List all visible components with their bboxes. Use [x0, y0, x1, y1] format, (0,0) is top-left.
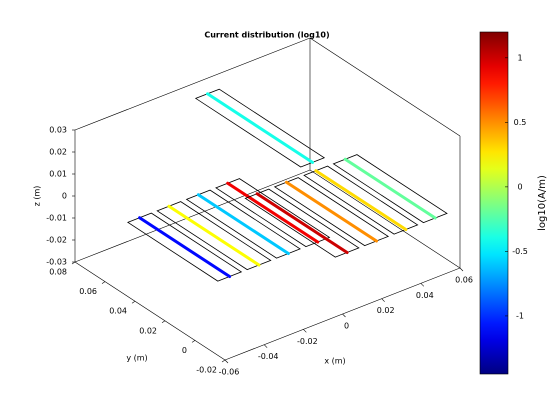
- z-tick-label: 0.03: [49, 126, 67, 135]
- x-tick: [420, 283, 425, 287]
- y-tick-label: -0.02: [196, 366, 217, 375]
- element-outline: [156, 201, 272, 271]
- x-axis-label: x (m): [324, 357, 345, 366]
- x-tick: [342, 313, 346, 318]
- z-tick-label: -0.01: [46, 214, 67, 223]
- y-tick: [221, 359, 226, 363]
- element-current: [284, 180, 378, 243]
- element-outline: [185, 189, 301, 259]
- element-outline: [215, 178, 331, 248]
- element-current: [206, 92, 314, 164]
- x-tick-label: 0.02: [377, 306, 395, 315]
- x-tick-label: 0: [344, 322, 349, 331]
- x-tick: [224, 359, 229, 364]
- axis-box: [309, 169, 461, 269]
- x-tick: [381, 298, 385, 302]
- x-tick-label: 0.06: [455, 276, 473, 285]
- colorbar-tick-label: 1: [517, 53, 522, 62]
- x-tick-label: -0.02: [297, 337, 318, 346]
- axis-box: [74, 37, 311, 131]
- z-axis-label: z (m): [33, 186, 42, 207]
- element-outline: [332, 154, 448, 224]
- y-tick: [101, 281, 106, 284]
- y-tick: [71, 261, 76, 265]
- element-current: [343, 157, 437, 220]
- colorbar-tick-label: -0.5: [512, 247, 528, 256]
- y-tick-label: 0.08: [49, 268, 67, 277]
- element-outline: [273, 177, 390, 247]
- element-current: [226, 181, 320, 244]
- element-outline: [126, 212, 243, 282]
- z-tick-label: -0.02: [46, 236, 67, 245]
- element-outline: [303, 165, 419, 235]
- axis-box: [309, 37, 461, 137]
- y-tick: [131, 300, 136, 304]
- y-axis-label: y (m): [126, 354, 147, 363]
- colorbar: [479, 31, 509, 375]
- z-tick-label: 0.01: [49, 170, 67, 179]
- y-tick-label: 0: [182, 346, 187, 355]
- y-tick-label: 0.04: [109, 307, 127, 316]
- element-current: [255, 192, 349, 255]
- x-tick-label: 0.04: [416, 291, 434, 300]
- element-current: [196, 193, 290, 256]
- z-tick-label: -0.03: [46, 258, 67, 267]
- element-outline: [244, 188, 360, 258]
- z-tick-label: 0: [62, 192, 67, 201]
- y-tick-label: 0.06: [79, 287, 97, 296]
- x-tick-label: -0.04: [258, 352, 279, 361]
- element-current: [167, 204, 261, 267]
- axis-box: [74, 261, 226, 361]
- x-tick-label: -0.06: [219, 368, 240, 377]
- z-tick-label: 0.02: [49, 148, 67, 157]
- element-current: [314, 169, 408, 232]
- colorbar-label: log10(A/m): [537, 175, 548, 231]
- x-tick: [263, 344, 268, 348]
- element-outline: [194, 88, 326, 168]
- chart-title: Current distribution (log10): [204, 31, 329, 40]
- x-tick: [459, 267, 464, 272]
- colorbar-tick-label: 0.5: [514, 118, 527, 127]
- x-tick: [303, 329, 307, 333]
- y-tick: [191, 340, 196, 343]
- axis-box: [74, 169, 311, 263]
- colorbar-tick-label: 0: [517, 182, 522, 191]
- colorbar-tick-label: -1: [516, 311, 524, 320]
- y-tick: [161, 320, 166, 324]
- y-tick-label: 0.02: [139, 326, 157, 335]
- element-current: [138, 216, 232, 279]
